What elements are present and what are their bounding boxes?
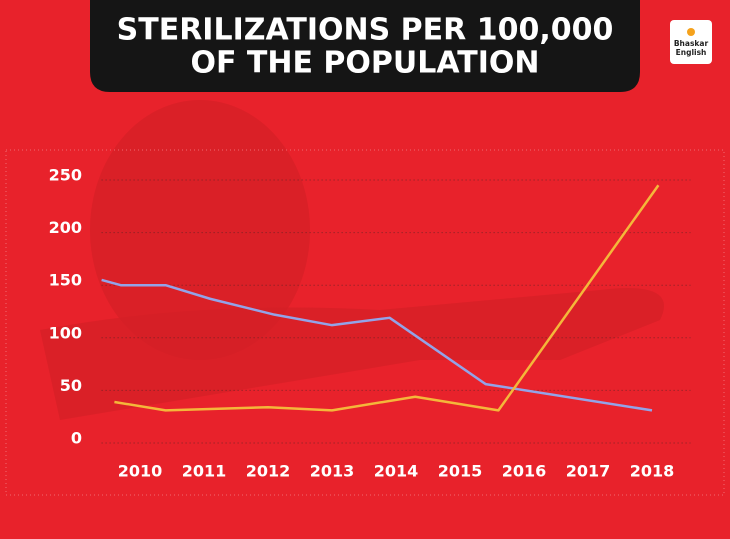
y-tick-label: 100 (49, 323, 82, 342)
logo-text: English (676, 48, 707, 57)
chart-title: STERILIZATIONS PER 100,000 (117, 13, 614, 48)
title-box (90, 0, 640, 92)
data-line (101, 278, 653, 412)
x-tick-label: 2014 (374, 462, 419, 481)
x-tick-label: 2010 (118, 462, 163, 481)
x-tick-label: 2015 (438, 462, 483, 481)
x-tick-label: 2016 (502, 462, 547, 481)
backdrop-arm (40, 288, 664, 420)
x-tick-label: 2012 (246, 462, 291, 481)
y-tick-label: 0 (71, 429, 82, 448)
backdrop-figure (90, 100, 310, 360)
x-tick-label: 2013 (310, 462, 355, 481)
data-line (114, 184, 660, 412)
logo-dot (687, 28, 695, 36)
x-tick-label: 2018 (630, 462, 675, 481)
y-tick-label: 250 (49, 166, 82, 185)
y-tick-label: 150 (49, 271, 82, 290)
logo-box (670, 20, 712, 64)
logo-text: Bhaskar (674, 39, 709, 48)
x-tick-label: 2017 (566, 462, 611, 481)
y-tick-label: 200 (49, 218, 82, 237)
y-tick-label: 50 (60, 376, 82, 395)
x-tick-label: 2011 (182, 462, 227, 481)
chart-title: OF THE POPULATION (190, 46, 539, 81)
